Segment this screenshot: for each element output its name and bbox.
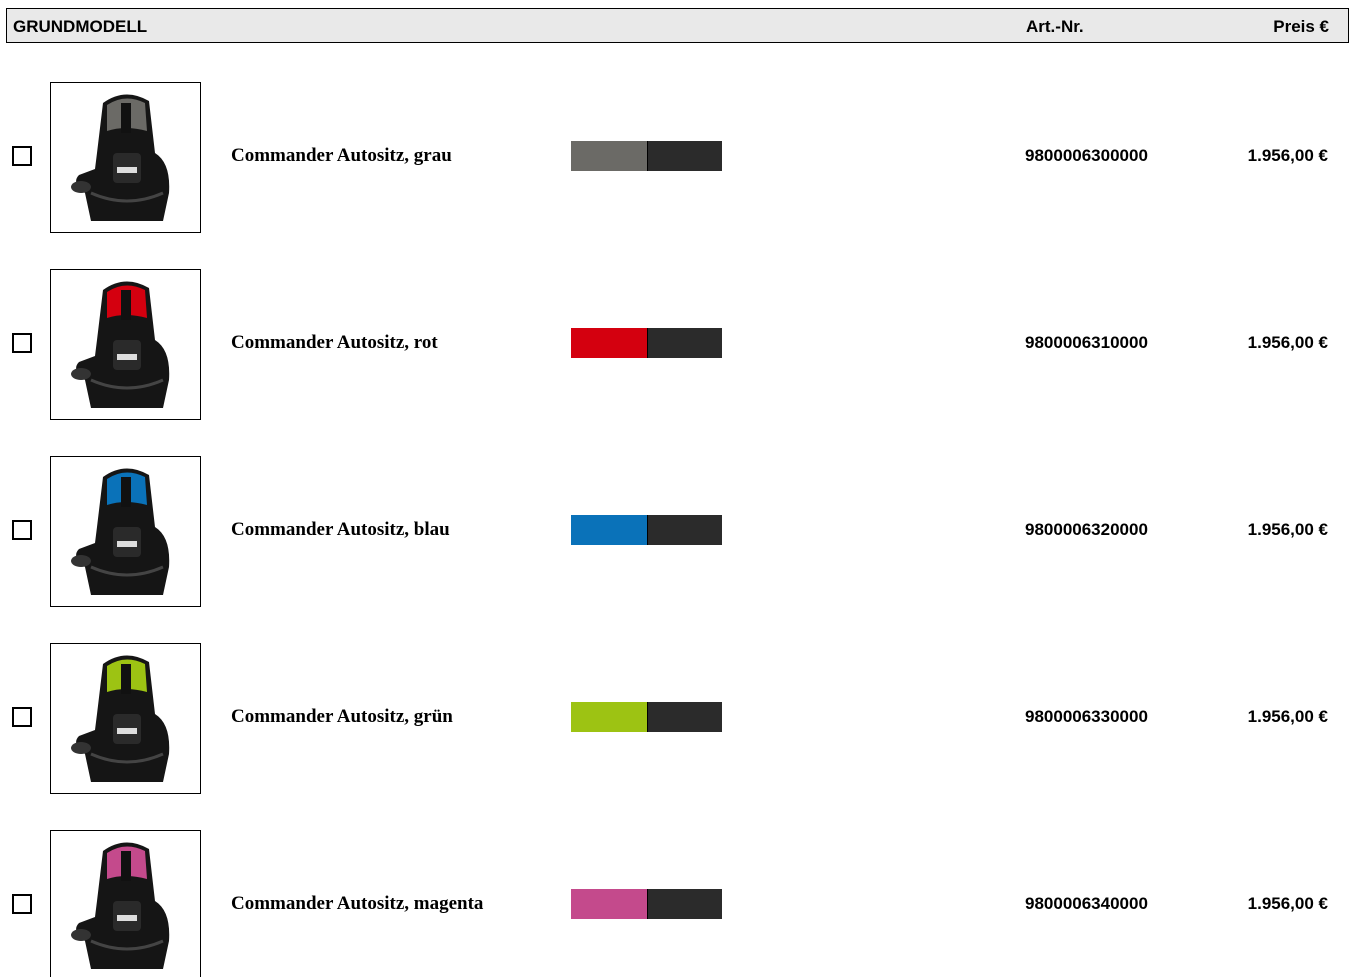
color-swatch [571,328,722,358]
checkbox[interactable] [12,146,32,166]
product-row: Commander Autositz, magenta 9800006340000… [0,824,1354,977]
article-number: 9800006300000 [1025,146,1148,165]
swatch-black [646,141,722,171]
swatch-black [646,515,722,545]
product-row: Commander Autositz, grün 9800006330000 1.9… [0,637,1354,797]
seat-image [71,842,170,969]
price: 1.956,00 € [1247,894,1328,913]
price: 1.956,00 € [1247,707,1328,726]
header-art: Art.-Nr. [1026,17,1084,36]
product-row: Commander Autositz, blau 9800006320000 1.9… [0,450,1354,610]
product-image [50,643,201,794]
swatch-color [571,702,647,732]
price: 1.956,00 € [1247,146,1328,165]
header-price: Preis € [1273,17,1329,36]
product-name: Commander Autositz, grau [231,145,452,166]
seat-image [71,655,170,782]
checkbox[interactable] [12,707,32,727]
color-swatch [571,889,722,919]
article-number: 9800006340000 [1025,894,1148,913]
article-number: 9800006320000 [1025,520,1148,539]
header-title: GRUNDMODELL [13,17,148,36]
seat-image [71,281,170,408]
color-swatch [571,702,722,732]
swatch-color [571,141,647,171]
product-image [50,269,201,420]
product-name: Commander Autositz, magenta [231,893,484,914]
checkbox[interactable] [12,520,32,540]
checkbox[interactable] [12,333,32,353]
seat-image [71,468,170,595]
swatch-color [571,328,647,358]
article-number: 9800006330000 [1025,707,1148,726]
swatch-color [571,515,647,545]
product-image [50,456,201,607]
checkbox[interactable] [12,894,32,914]
product-row: Commander Autositz, grau 9800006300000 1.9… [0,76,1354,236]
product-name: Commander Autositz, grün [231,706,453,727]
seat-image [71,94,170,221]
article-number: 9800006310000 [1025,333,1148,352]
header-bar: GRUNDMODELL Art.-Nr. Preis € [6,8,1349,43]
swatch-black [646,889,722,919]
swatch-color [571,889,647,919]
swatch-black [646,328,722,358]
product-row: Commander Autositz, rot 9800006310000 1.95… [0,263,1354,423]
swatch-black [646,702,722,732]
price: 1.956,00 € [1247,333,1328,352]
product-image [50,82,201,233]
color-swatch [571,515,722,545]
product-image [50,830,201,977]
color-swatch [571,141,722,171]
product-name: Commander Autositz, blau [231,519,450,540]
price: 1.956,00 € [1247,520,1328,539]
product-name: Commander Autositz, rot [231,332,438,353]
